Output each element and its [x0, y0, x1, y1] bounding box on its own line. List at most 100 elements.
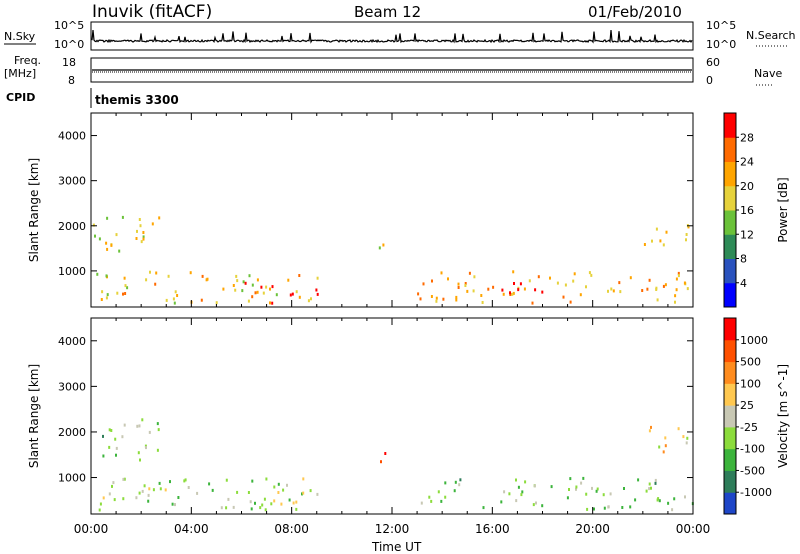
data-cells	[92, 215, 690, 305]
colorbar-frame	[723, 317, 737, 515]
x-tick-label: 20:00	[575, 522, 610, 536]
data-cell	[143, 484, 146, 488]
data-cell	[674, 294, 677, 298]
data-cell	[643, 243, 646, 246]
colorbar-tick-label: -25	[740, 421, 758, 434]
data-cell	[515, 478, 517, 482]
data-cell	[277, 491, 280, 494]
data-cell	[528, 279, 531, 283]
data-cell	[655, 227, 658, 231]
data-cell	[685, 233, 688, 236]
data-cell	[138, 491, 141, 495]
velocity-panel: 1000 2000 3000 4000 Slant Range [km] 1000 500 1…	[27, 317, 790, 515]
x-tick-label: 04:00	[174, 522, 209, 536]
data-cell	[566, 496, 569, 500]
freq-left-tick-top: 18	[62, 56, 76, 69]
colorbar-tick-label: -100	[740, 443, 765, 456]
data-cell	[440, 271, 443, 275]
data-cell	[431, 279, 433, 283]
data-cell	[501, 288, 504, 292]
colorbar-segment	[724, 185, 736, 211]
scatter-region-5	[648, 425, 689, 454]
data-cell	[384, 452, 387, 455]
data-cell	[648, 429, 651, 433]
freq-label: Freq.	[14, 54, 41, 67]
data-cell	[99, 502, 102, 506]
data-cell	[124, 284, 127, 288]
data-cell	[102, 454, 105, 458]
data-cell	[677, 274, 680, 278]
data-cell	[184, 478, 187, 482]
data-cell	[492, 285, 495, 289]
colorbar-tick-label: 100	[740, 377, 761, 390]
data-cell	[517, 485, 520, 489]
colorbar-tick-label: 20	[740, 180, 754, 193]
data-cell	[595, 489, 598, 493]
data-cell	[265, 477, 268, 481]
data-cell	[517, 288, 520, 292]
data-cell	[123, 477, 126, 481]
data-cell	[200, 298, 203, 302]
data-cell	[685, 238, 687, 242]
data-cell	[549, 276, 551, 280]
y-tick-label: 2000	[58, 220, 86, 233]
data-cell	[149, 270, 151, 274]
data-cell	[481, 301, 484, 304]
data-cell	[277, 482, 280, 486]
data-cell	[674, 300, 676, 304]
data-cell	[603, 506, 606, 510]
data-cell	[244, 281, 247, 285]
scatter-region-2	[244, 281, 319, 305]
plot-background	[91, 318, 693, 514]
data-cell	[575, 487, 577, 491]
data-cell	[654, 478, 657, 482]
data-cell	[123, 423, 126, 427]
data-cell	[135, 237, 138, 240]
colorbar-segment	[724, 137, 736, 162]
data-cell	[115, 453, 117, 457]
data-cell	[282, 488, 285, 492]
data-cell	[468, 271, 471, 275]
data-cell	[480, 294, 483, 297]
data-cell	[122, 292, 124, 296]
colorbar-segment	[724, 383, 736, 406]
data-cell	[455, 295, 458, 299]
data-cell	[569, 300, 572, 304]
data-cell	[654, 481, 657, 485]
data-cell	[259, 506, 262, 510]
colorbar-segment	[724, 405, 736, 428]
data-cell	[142, 231, 145, 234]
data-cell	[242, 280, 245, 284]
data-cell	[256, 290, 259, 294]
data-cell	[215, 301, 218, 305]
y-tick-label: 3000	[58, 175, 86, 188]
data-cell	[114, 437, 117, 441]
data-cell	[482, 506, 485, 510]
data-cell	[457, 282, 460, 286]
data-cell	[158, 481, 161, 485]
data-cell	[122, 497, 125, 501]
colorbar-segment	[724, 161, 736, 187]
data-cell	[159, 487, 162, 491]
data-cell	[580, 481, 583, 485]
data-cell	[435, 299, 438, 303]
data-cell	[102, 496, 105, 500]
data-cell	[472, 289, 475, 293]
data-cell	[105, 241, 108, 245]
data-cell	[121, 215, 124, 219]
data-cell	[684, 495, 686, 499]
data-cell	[135, 496, 138, 500]
data-cell	[174, 290, 177, 294]
data-cell	[295, 290, 298, 294]
data-cell	[568, 488, 570, 491]
data-cell	[534, 288, 537, 292]
data-cell	[138, 218, 141, 221]
data-cell	[500, 500, 503, 504]
data-cell	[121, 435, 124, 439]
data-cell	[112, 481, 115, 485]
data-cell	[254, 501, 256, 505]
scatter-region-6	[643, 224, 690, 247]
data-cell	[455, 298, 458, 302]
data-cell	[550, 485, 553, 489]
